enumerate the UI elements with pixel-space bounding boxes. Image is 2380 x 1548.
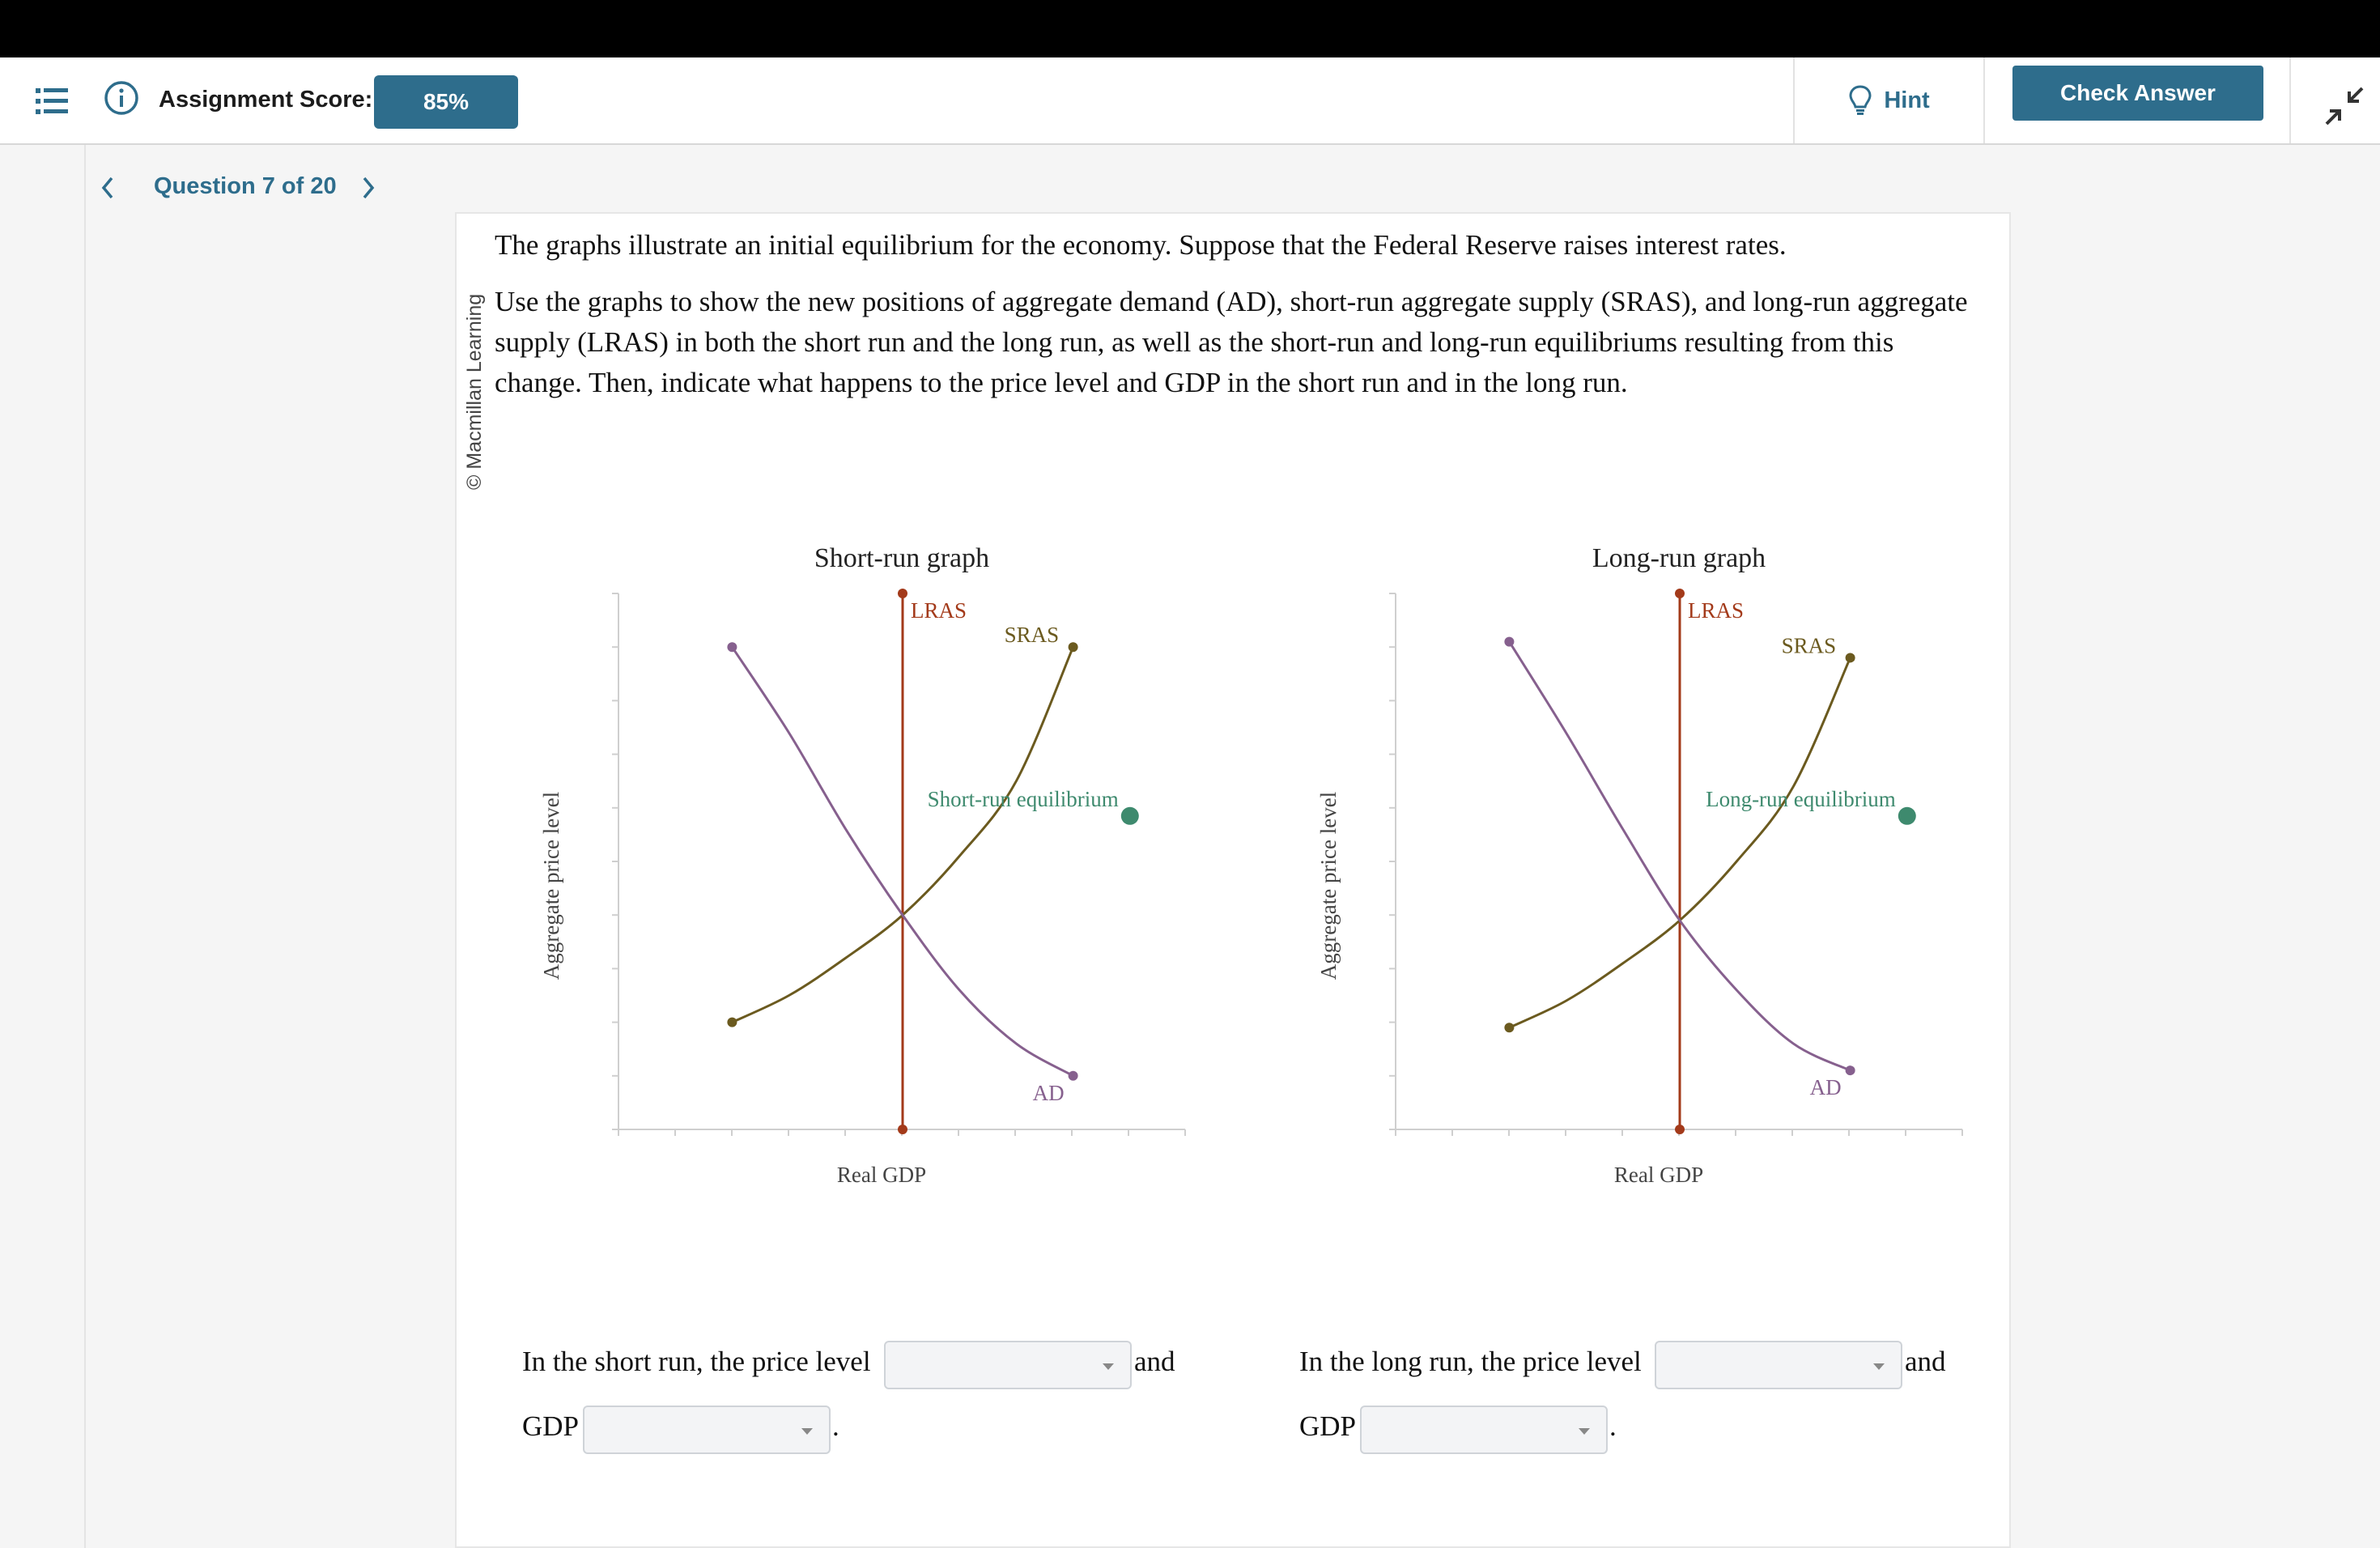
short-run-equilibrium-label: Short-run equilibrium: [928, 787, 1119, 811]
long-run-gdp-label: GDP: [1299, 1410, 1357, 1442]
long-run-sras-handle[interactable]: [1845, 653, 1855, 663]
short-run-sras-curve[interactable]: [731, 646, 1074, 1023]
check-answer-button[interactable]: Check Answer: [2012, 66, 2263, 121]
chevron-down-icon: [1873, 1363, 1885, 1370]
long-run-lras-handle[interactable]: [1675, 1125, 1685, 1134]
long-run-ad-label: AD: [1810, 1075, 1842, 1099]
next-question-chevron-icon[interactable]: [356, 172, 380, 204]
prompt-paragraph-1: The graphs illustrate an initial equilib…: [495, 229, 1787, 261]
long-run-graph-title: Long-run graph: [1592, 543, 1766, 573]
short-run-ad-label: AD: [1033, 1081, 1065, 1105]
long-run-period: .: [1609, 1410, 1617, 1442]
info-icon[interactable]: [104, 80, 139, 116]
short-run-lras-label: LRAS: [911, 598, 967, 623]
long-run-lras-label: LRAS: [1688, 598, 1744, 623]
short-run-price-dropdown[interactable]: [884, 1341, 1132, 1389]
assignment-score-label: Assignment Score:: [159, 87, 373, 113]
question-list-icon[interactable]: [36, 87, 68, 116]
long-run-ad-handle[interactable]: [1504, 636, 1515, 647]
question-prompt: The graphs illustrate an initial equilib…: [495, 225, 1968, 419]
long-run-and-text: and: [1905, 1346, 1946, 1377]
short-run-price-prefix: In the short run, the price level: [522, 1346, 871, 1377]
short-run-lras-handle[interactable]: [898, 589, 907, 598]
collapse-button[interactable]: [2289, 57, 2380, 143]
assignment-header: Assignment Score: 85% Hint Check Answer: [0, 57, 2380, 145]
lightbulb-icon: [1849, 85, 1872, 115]
question-card: [455, 212, 2011, 1548]
long-run-graph[interactable]: Long-run graph Real GDP Aggregate price le…: [1295, 526, 1963, 1198]
short-run-gdp-label: GDP: [522, 1410, 580, 1442]
left-rail: [0, 145, 86, 1548]
prompt-paragraph-2: Use the graphs to show the new positions…: [495, 286, 1968, 398]
copyright-text: © Macmillan Learning: [463, 293, 486, 490]
chevron-down-icon: [801, 1428, 813, 1435]
long-run-sras-handle[interactable]: [1504, 1023, 1515, 1033]
chevron-down-icon: [1103, 1363, 1114, 1370]
long-run-equilibrium-label: Long-run equilibrium: [1706, 787, 1896, 811]
long-run-y-axis-label: Aggregate price level: [1316, 792, 1341, 980]
long-run-price-dropdown[interactable]: [1655, 1341, 1902, 1389]
hint-button[interactable]: Hint: [1793, 57, 1985, 143]
top-black-bar: [0, 0, 2380, 57]
short-run-sras-handle[interactable]: [1068, 642, 1078, 653]
short-run-graph-title: Short-run graph: [814, 543, 989, 573]
long-run-ad-curve[interactable]: [1508, 640, 1851, 1072]
short-run-and-text: and: [1134, 1346, 1175, 1377]
short-run-ad-handle[interactable]: [1068, 1070, 1078, 1081]
short-run-sras-label: SRAS: [1005, 623, 1060, 647]
short-run-ad-handle[interactable]: [727, 642, 737, 653]
long-run-gdp-dropdown[interactable]: [1360, 1406, 1608, 1454]
short-run-lras-handle[interactable]: [898, 1125, 907, 1134]
chevron-down-icon: [1579, 1428, 1590, 1435]
short-run-gdp-dropdown[interactable]: [583, 1406, 831, 1454]
long-run-sras-curve[interactable]: [1508, 657, 1851, 1029]
previous-question-chevron-icon[interactable]: [96, 172, 120, 204]
long-run-lras-handle[interactable]: [1675, 589, 1685, 598]
long-run-x-axis-label: Real GDP: [1614, 1163, 1703, 1187]
hint-label: Hint: [1884, 87, 1930, 113]
long-run-ad-handle[interactable]: [1845, 1065, 1855, 1076]
long-run-price-prefix: In the long run, the price level: [1299, 1346, 1642, 1377]
short-run-equilibrium-marker[interactable]: [1120, 806, 1139, 825]
short-run-ad-curve[interactable]: [731, 646, 1074, 1078]
short-run-period: .: [832, 1410, 839, 1442]
long-run-sras-label: SRAS: [1782, 633, 1837, 657]
short-run-graph[interactable]: Short-run graph Real GDP Aggregate price l…: [518, 526, 1186, 1198]
long-run-graph-svg[interactable]: Long-run graph Real GDP Aggregate price le…: [1295, 526, 1963, 1198]
short-run-graph-svg[interactable]: Short-run graph Real GDP Aggregate price l…: [518, 526, 1186, 1198]
long-run-equilibrium-marker[interactable]: [1898, 806, 1916, 825]
short-run-x-axis-label: Real GDP: [837, 1163, 926, 1187]
short-run-y-axis-label: Aggregate price level: [539, 792, 563, 980]
assignment-score-badge: 85%: [374, 75, 518, 129]
question-counter: Question 7 of 20: [154, 173, 337, 199]
short-run-sras-handle[interactable]: [727, 1017, 737, 1027]
collapse-icon: [2325, 87, 2364, 125]
